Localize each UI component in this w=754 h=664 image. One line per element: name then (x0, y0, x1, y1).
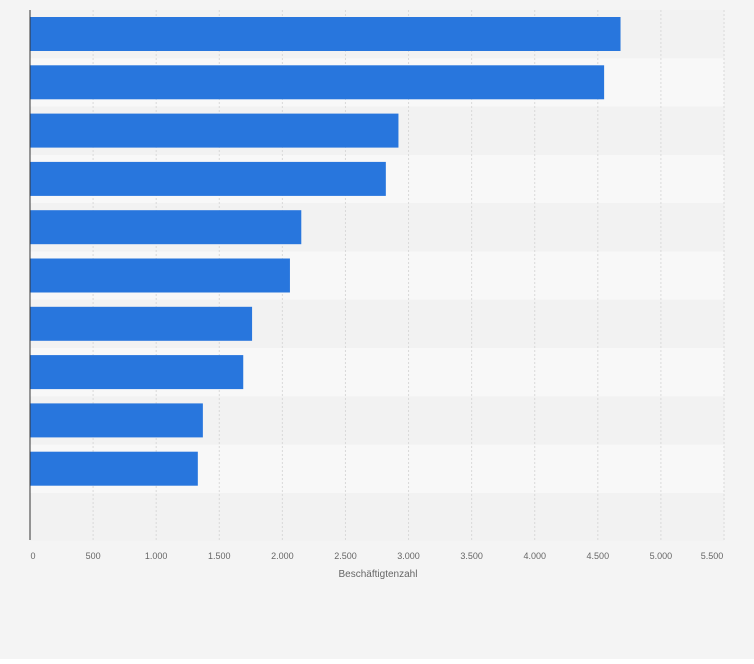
x-tick-label: 5.000 (650, 551, 673, 561)
x-axis-label: Beschäftigtenzahl (339, 569, 418, 580)
bar[interactable] (30, 306, 253, 341)
x-tick-label: 1.500 (208, 551, 231, 561)
x-tick-label: 3.000 (397, 551, 420, 561)
bar[interactable] (30, 355, 244, 390)
bar[interactable] (30, 451, 198, 486)
bar[interactable] (30, 258, 290, 293)
bar[interactable] (30, 210, 302, 245)
x-tick-label: 4.000 (523, 551, 546, 561)
x-tick-label: 500 (86, 551, 101, 561)
bar[interactable] (30, 403, 203, 438)
x-tick-label: 5.500 (701, 551, 724, 561)
bar[interactable] (30, 65, 605, 100)
x-tick-label: 0 (30, 551, 35, 561)
row-band (30, 493, 724, 542)
bars (30, 17, 621, 486)
x-tick-label: 2.000 (271, 551, 294, 561)
x-tick-label: 3.500 (460, 551, 483, 561)
bar[interactable] (30, 113, 399, 148)
x-tick-label: 1.000 (145, 551, 168, 561)
x-tick-label: 4.500 (587, 551, 610, 561)
bar[interactable] (30, 17, 621, 51)
x-tick-labels: 0 500 1.000 1.500 2.000 2.500 3.000 3.500 4.000 4… (30, 551, 723, 561)
bar[interactable] (30, 161, 386, 196)
x-tick-label: 2.500 (334, 551, 357, 561)
